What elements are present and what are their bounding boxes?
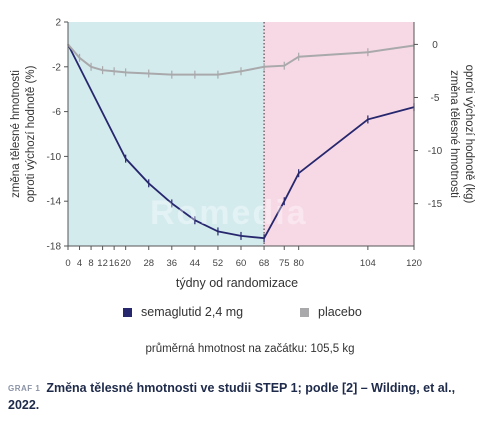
x-tick-label: 80 [293, 258, 304, 269]
weight-change-chart: 2-2-6-10-14-180-5-10-150 4 8 12 16 20 28 36 44 52… [10, 18, 475, 291]
watermark: Romedia [150, 194, 308, 232]
x-tick-label: 16 [109, 258, 120, 269]
legend: semaglutid 2,4 mg placebo [0, 305, 500, 325]
x-tick-label: 68 [259, 258, 270, 269]
figure-caption: GRAF 1 Změna tělesné hmotnosti ve studii … [8, 380, 488, 414]
x-tick-label: 36 [167, 258, 178, 269]
x-tick-label: 4 [77, 258, 82, 269]
x-tick-label: 120 [406, 258, 422, 269]
x-tick-label: 8 [88, 258, 93, 269]
x-tick-label: 44 [190, 258, 201, 269]
right-axis-label-line2: oproti výchozí hodnotě (kg) [463, 65, 475, 204]
x-tick-label: 12 [97, 258, 108, 269]
treatment-period-background [68, 22, 265, 246]
left-tick-label: -14 [47, 197, 62, 208]
left-axis-label-line2: oproti výchozí hodnotě (%) [25, 65, 37, 202]
legend-swatch-semaglutide [123, 307, 132, 317]
x-tick-label: 104 [360, 258, 376, 269]
left-tick-label: -6 [52, 107, 61, 118]
left-tick-label: 2 [55, 18, 61, 29]
series-line-semaglutide [67, 43, 415, 240]
off-treatment-background [264, 22, 414, 246]
x-tick-label: 75 [279, 258, 290, 269]
x-tick-label: 0 [65, 258, 70, 269]
right-tick-label: 0 [432, 40, 438, 51]
right-tick-label: -5 [431, 93, 440, 104]
right-axis-label-line1: změna tělesné hmotnosti [448, 70, 460, 198]
legend-swatch-placebo [300, 307, 309, 317]
caption-text: Změna tělesné hmotnosti ve studii STEP 1… [8, 381, 456, 412]
baseline-note: průměrná hmotnost na začátku: 105,5 kg [145, 343, 355, 355]
series-line-placebo [67, 43, 415, 76]
x-axis-label: týdny od randomizace [176, 276, 298, 290]
x-tick-label: 20 [120, 258, 131, 269]
left-axis-label-line1: změna tělesné hmotnosti [10, 70, 22, 198]
legend-item-semaglutide: semaglutid 2,4 mg [123, 305, 243, 319]
x-tick-label: 60 [236, 258, 247, 269]
legend-label-semaglutide: semaglutid 2,4 mg [141, 305, 244, 319]
right-tick-label: -15 [428, 199, 443, 210]
right-tick-label: -10 [428, 146, 443, 157]
left-tick-label: -2 [52, 62, 61, 73]
caption-tag: GRAF 1 [8, 384, 41, 393]
x-tick-label: 52 [213, 258, 224, 269]
legend-item-placebo: placebo [300, 305, 362, 319]
left-tick-label: -18 [47, 242, 62, 253]
left-tick-label: -10 [47, 152, 62, 163]
legend-label-placebo: placebo [318, 305, 362, 319]
x-tick-label: 28 [143, 258, 154, 269]
